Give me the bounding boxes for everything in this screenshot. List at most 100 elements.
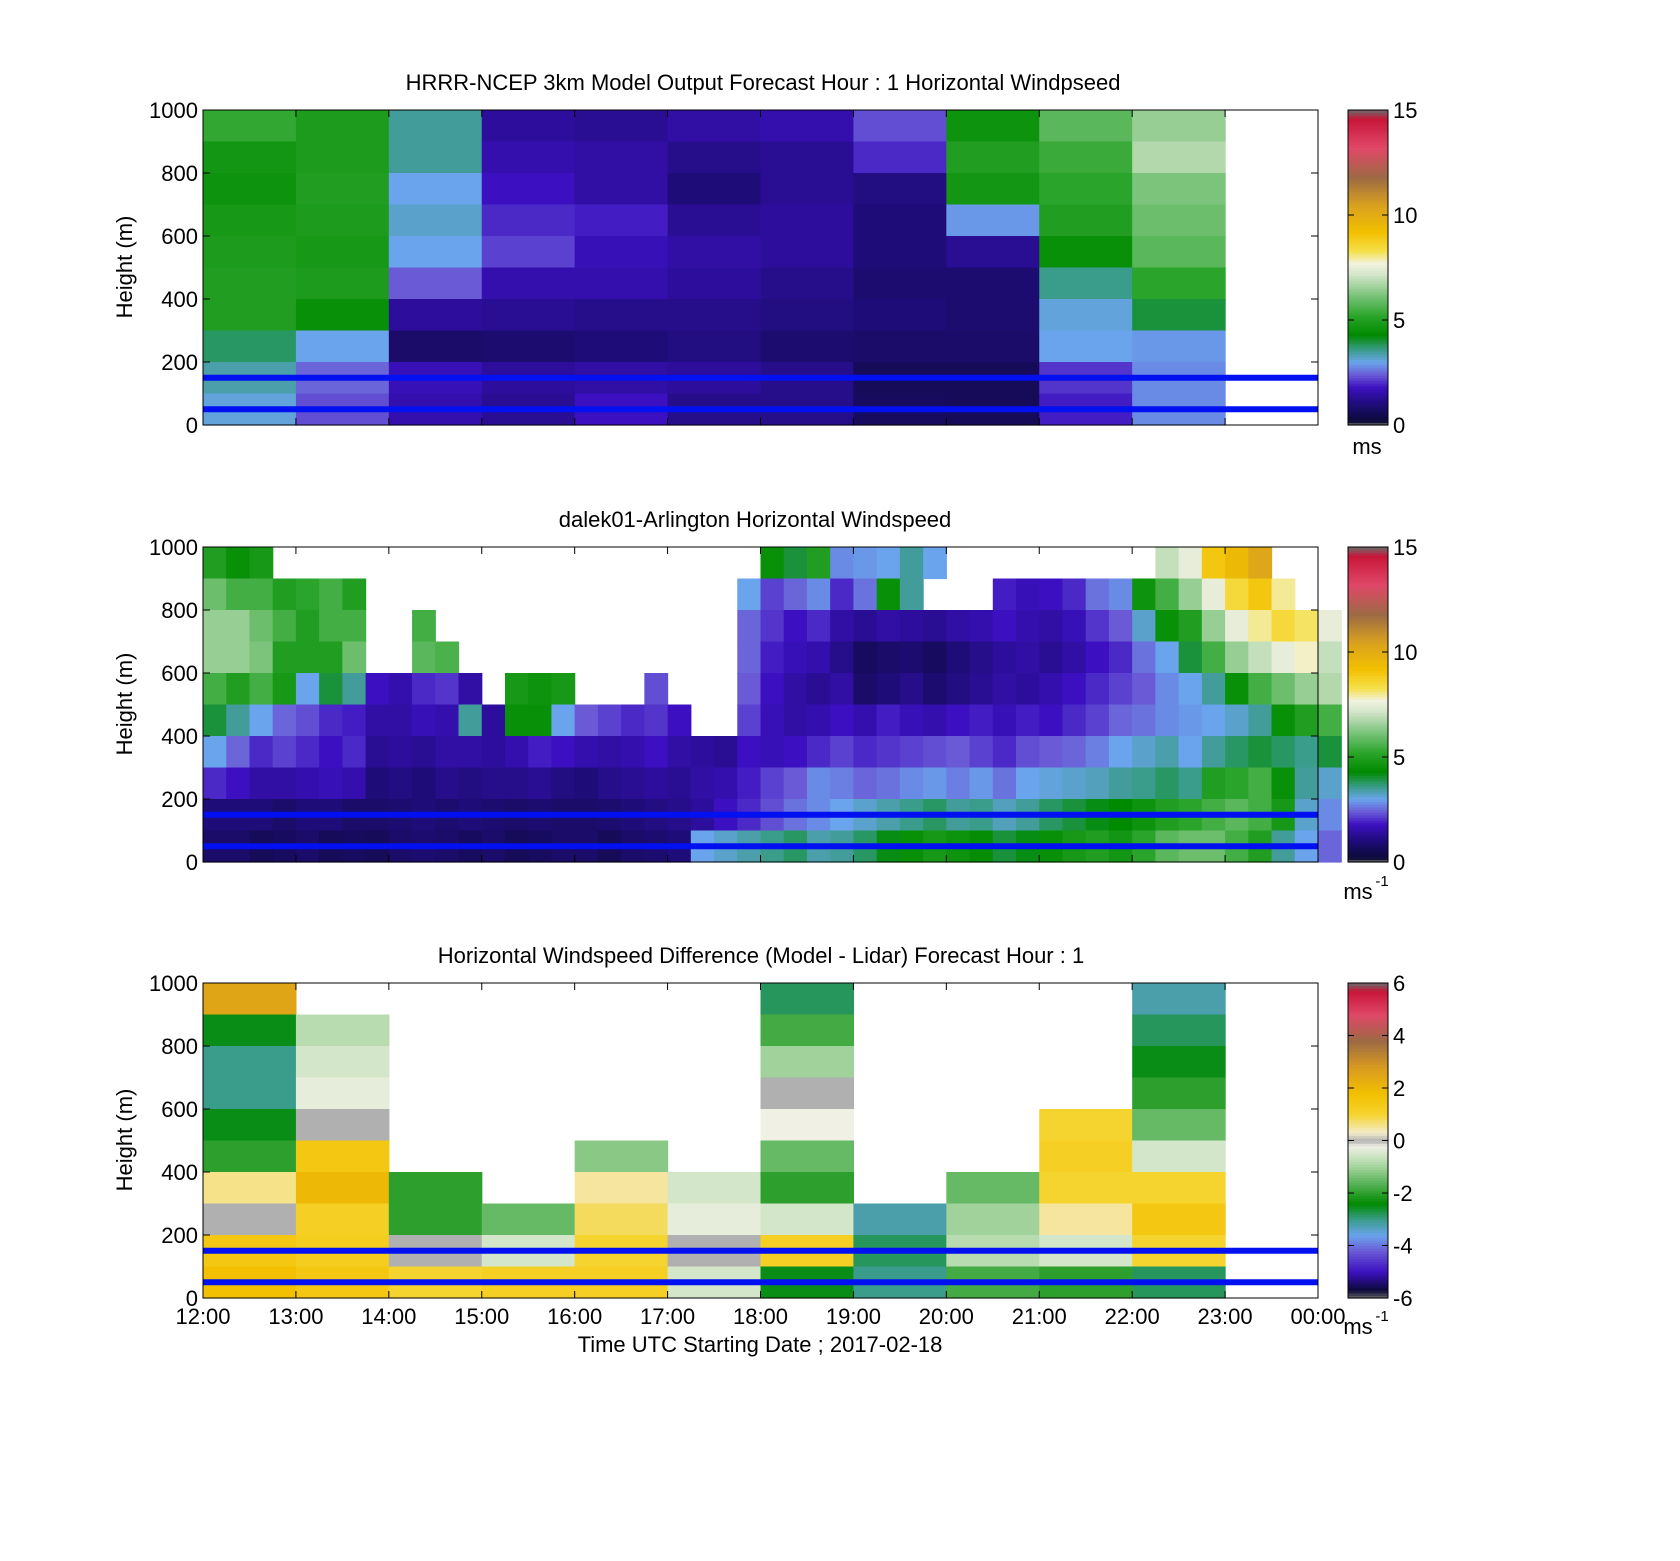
panel-lidar-colorbar-unit-exponent: -1 xyxy=(1375,873,1388,890)
colorbar-segment xyxy=(1348,1190,1388,1194)
colorbar-segment xyxy=(1348,180,1388,185)
colorbar-segment xyxy=(1348,604,1388,608)
colorbar-segment xyxy=(1348,691,1388,695)
heatmap-cell xyxy=(1178,736,1203,769)
heatmap-cell xyxy=(737,767,762,800)
heatmap-cell xyxy=(388,736,413,769)
heatmap-cell xyxy=(899,641,924,674)
colorbar-segment xyxy=(1348,856,1388,860)
heatmap-cell xyxy=(1085,736,1110,769)
heatmap-cell xyxy=(644,767,669,800)
heatmap-cell xyxy=(806,610,831,643)
heatmap-cell xyxy=(1294,610,1319,643)
heatmap-cell xyxy=(853,641,878,674)
heatmap-cell xyxy=(1108,641,1133,674)
heatmap-cell xyxy=(272,704,297,737)
colorbar-segment xyxy=(1348,1164,1388,1168)
heatmap-cell xyxy=(992,767,1017,800)
heatmap-cell xyxy=(574,1140,669,1173)
panel-model-y-label: Height (m) xyxy=(112,216,137,319)
heatmap-cell xyxy=(1132,1046,1226,1079)
colorbar-tick-label: 6 xyxy=(1393,971,1405,996)
colorbar-segment xyxy=(1348,631,1388,635)
heatmap-cell xyxy=(760,704,785,737)
heatmap-cell xyxy=(667,767,692,800)
colorbar-segment xyxy=(1348,683,1388,687)
heatmap-cell xyxy=(1132,641,1156,674)
heatmap-cell xyxy=(272,736,297,769)
heatmap-cell xyxy=(876,767,901,800)
colorbar-segment xyxy=(1348,285,1388,290)
heatmap-cell xyxy=(760,578,785,611)
heatmap-cell xyxy=(203,547,227,580)
heatmap-cell xyxy=(203,704,227,737)
heatmap-cell xyxy=(667,704,692,737)
colorbar-segment xyxy=(1348,396,1388,400)
heatmap-cell xyxy=(365,767,390,800)
heatmap-cell xyxy=(295,1172,390,1205)
colorbar-segment xyxy=(1348,646,1388,650)
heatmap-cell xyxy=(295,641,320,674)
colorbar-segment xyxy=(1348,983,1388,987)
heatmap-cell xyxy=(203,1014,297,1047)
heatmap-cell xyxy=(249,736,274,769)
heatmap-cell xyxy=(853,736,878,769)
heatmap-cell xyxy=(435,767,460,800)
colorbar-segment xyxy=(1348,599,1388,603)
heatmap-cell xyxy=(1085,641,1110,674)
heatmap-cell xyxy=(226,610,251,643)
colorbar-segment xyxy=(1348,804,1388,808)
heatmap-cell xyxy=(667,1172,762,1205)
colorbar-segment xyxy=(1348,625,1388,629)
heatmap-cell xyxy=(923,641,947,674)
colorbar-segment xyxy=(1348,230,1388,234)
colorbar-segment xyxy=(1348,1229,1388,1233)
colorbar-segment xyxy=(1348,652,1388,656)
heatmap-cell xyxy=(853,173,947,206)
heatmap-cell xyxy=(342,736,367,769)
heatmap-cell xyxy=(388,267,483,300)
heatmap-cell xyxy=(806,767,831,800)
colorbar-segment xyxy=(1348,301,1388,305)
colorbar-segment xyxy=(1348,201,1388,206)
colorbar-segment xyxy=(1348,320,1388,324)
heatmap-cell xyxy=(1085,578,1110,611)
colorbar-segment xyxy=(1348,306,1388,311)
colorbar-segment xyxy=(1348,1030,1388,1034)
colorbar-segment xyxy=(1348,162,1388,166)
colorbar-segment xyxy=(1348,730,1388,734)
colorbar-segment xyxy=(1348,1077,1388,1081)
colorbar-segment xyxy=(1348,554,1388,559)
colorbar-segment xyxy=(1348,220,1388,224)
colorbar-segment xyxy=(1348,259,1388,263)
heatmap-cell xyxy=(574,173,669,206)
heatmap-cell xyxy=(319,704,343,737)
colorbar-segment xyxy=(1348,996,1388,1000)
colorbar-segment xyxy=(1348,251,1388,255)
heatmap-cell xyxy=(574,704,599,737)
heatmap-cell xyxy=(923,673,947,706)
colorbar-segment xyxy=(1348,791,1388,795)
heatmap-cell xyxy=(1201,578,1226,611)
colorbar-segment xyxy=(1348,406,1388,410)
y-tick-label: 400 xyxy=(161,724,198,749)
heatmap-cell xyxy=(806,704,831,737)
heatmap-cell xyxy=(528,736,553,769)
heatmap-cell xyxy=(249,547,274,580)
colorbar-segment xyxy=(1348,341,1388,345)
heatmap-cell xyxy=(806,578,831,611)
colorbar-segment xyxy=(1348,1216,1388,1220)
colorbar-segment xyxy=(1348,1258,1388,1262)
heatmap-cell xyxy=(1201,673,1226,706)
heatmap-cell xyxy=(1085,610,1110,643)
colorbar-segment xyxy=(1348,385,1388,389)
x-tick-label: 21:00 xyxy=(1012,1304,1067,1329)
heatmap-cell xyxy=(946,110,1040,143)
x-tick-label: 16:00 xyxy=(547,1304,602,1329)
panel-difference-x-axis xyxy=(202,983,1319,1298)
colorbar-segment xyxy=(1348,1200,1388,1205)
x-tick-label: 18:00 xyxy=(733,1304,788,1329)
colorbar-segment xyxy=(1348,1208,1388,1212)
colorbar-segment xyxy=(1348,667,1388,671)
y-tick-label: 0 xyxy=(186,1286,198,1311)
